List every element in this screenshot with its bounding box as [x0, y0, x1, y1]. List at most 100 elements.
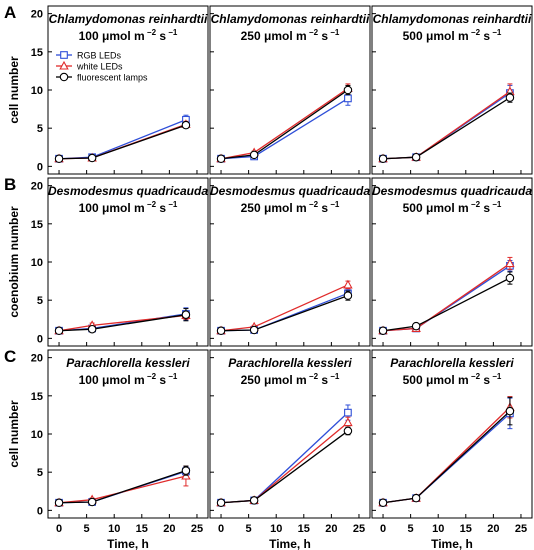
- series-line: [220, 284, 349, 332]
- y-tick-label: 0: [37, 161, 43, 173]
- y-axis-label: cell number: [7, 400, 21, 468]
- series-line: [382, 262, 511, 332]
- series-fluor: [54, 465, 191, 507]
- series-line: [382, 277, 511, 332]
- series-white: [216, 83, 353, 163]
- y-tick-label: 10: [31, 429, 43, 441]
- series-white: [378, 83, 515, 163]
- series-line: [59, 470, 187, 504]
- data-point: [249, 325, 259, 335]
- data-point: [378, 498, 388, 507]
- y-tick-label: 15: [31, 47, 43, 59]
- chart-panel-c-500: 0 5 10 15 20 25 Time, h Parachlorella kessleri 5…: [371, 349, 533, 550]
- x-tick-label: 5: [408, 523, 414, 535]
- y-axis-label: cell number: [7, 56, 21, 124]
- x-axis-label: Time, h: [269, 537, 311, 550]
- panel-title: Desmodesmus quadricauda: [210, 184, 370, 198]
- data-point: [87, 153, 97, 163]
- y-tick-label: 20: [31, 9, 43, 21]
- data-point: [378, 154, 388, 163]
- y-tick-label: 10: [31, 85, 43, 97]
- panel-letter: C: [4, 347, 16, 366]
- data-point: [378, 326, 388, 335]
- x-tick-label: 5: [246, 523, 252, 535]
- y-tick-label: 5: [37, 123, 43, 135]
- panel-intensity: 500 μmol m −2 s −1: [403, 200, 502, 215]
- x-tick-label: 20: [325, 523, 337, 535]
- data-point: [216, 326, 226, 335]
- panel-intensity: 250 μmol m −2 s −1: [241, 372, 340, 387]
- data-point: [343, 291, 353, 300]
- series-white: [54, 465, 191, 507]
- series-line: [59, 123, 187, 160]
- series-fluor: [378, 271, 515, 335]
- data-point: [344, 94, 352, 103]
- y-tick-label: 15: [31, 219, 43, 231]
- x-tick-label: 25: [191, 523, 203, 535]
- series-line: [383, 92, 511, 160]
- series-rgb: [379, 259, 514, 335]
- series-fluor: [216, 426, 353, 507]
- data-point: [343, 85, 353, 95]
- data-point: [181, 310, 191, 319]
- panel-title: Chlamydomonas reinhardtii: [211, 12, 370, 26]
- x-tick-label: 20: [487, 523, 499, 535]
- data-point: [411, 493, 421, 503]
- data-point: [505, 406, 515, 416]
- series-fluor: [378, 396, 515, 507]
- chart-panel-c-100: 0 5 10 15 20 0 5 10 15 20 25 Time, h Parachlorella k…: [31, 349, 209, 550]
- panel-letter: A: [4, 3, 16, 22]
- data-point: [54, 326, 64, 335]
- panel-intensity: 100 μmol m −2 s −1: [79, 200, 178, 215]
- x-tick-label: 25: [515, 523, 527, 535]
- x-tick-label: 20: [163, 523, 175, 535]
- series-line: [382, 406, 511, 504]
- chart-panel-b-500: Desmodesmus quadricauda 500 μmol m −2 s −…: [371, 177, 533, 347]
- panel-intensity: 100 μmol m −2 s −1: [79, 28, 178, 43]
- x-axis-label: Time, h: [107, 537, 149, 550]
- legend-label: RGB LEDs: [77, 51, 122, 61]
- panel-title: Parachlorella kessleri: [390, 356, 514, 370]
- data-point: [216, 498, 226, 507]
- legend-marker: [59, 60, 69, 70]
- series-rgb: [55, 114, 190, 163]
- series-rgb: [217, 288, 352, 335]
- series-line: [58, 475, 187, 504]
- chart-panel-a-500: Chlamydomonas reinhardtii 500 μmol m −2 s…: [371, 5, 533, 175]
- panel-letter: B: [4, 175, 16, 194]
- chart-panel-a-100: 0 5 10 15 20 Chlamydomonas reinhardtii 100 μmo…: [31, 5, 209, 175]
- data-point: [343, 426, 353, 436]
- x-tick-label: 0: [380, 523, 386, 535]
- x-tick-label: 0: [218, 523, 224, 535]
- panel-title: Chlamydomonas reinhardtii: [49, 12, 208, 26]
- chart-panel-c-250: 0 5 10 15 20 25 Time, h Parachlorella kessleri 2…: [209, 349, 371, 550]
- series-line: [221, 292, 349, 332]
- panel-intensity: 100 μmol m −2 s −1: [79, 372, 178, 387]
- x-tick-label: 10: [270, 523, 282, 535]
- panel-intensity: 500 μmol m −2 s −1: [403, 28, 502, 43]
- panel-title: Desmodesmus quadricauda: [372, 184, 532, 198]
- series-line: [220, 412, 349, 504]
- data-point: [181, 466, 191, 475]
- data-point: [54, 498, 64, 507]
- series-fluor: [216, 290, 353, 335]
- series-line: [382, 412, 511, 504]
- series-line: [382, 265, 511, 332]
- y-tick-label: 5: [37, 295, 43, 307]
- data-point: [344, 408, 352, 417]
- x-tick-label: 15: [460, 523, 472, 535]
- data-point: [343, 417, 353, 427]
- series-line: [220, 97, 349, 160]
- legend-label: white LEDs: [76, 62, 123, 72]
- y-tick-label: 10: [31, 257, 43, 269]
- panel-intensity: 250 μmol m −2 s −1: [241, 28, 340, 43]
- x-tick-label: 15: [136, 523, 148, 535]
- data-point: [343, 279, 353, 289]
- x-tick-label: 10: [432, 523, 444, 535]
- panel-title: Desmodesmus quadricauda: [48, 184, 208, 198]
- data-point: [181, 120, 191, 130]
- panel-title: Chlamydomonas reinhardtii: [373, 12, 532, 26]
